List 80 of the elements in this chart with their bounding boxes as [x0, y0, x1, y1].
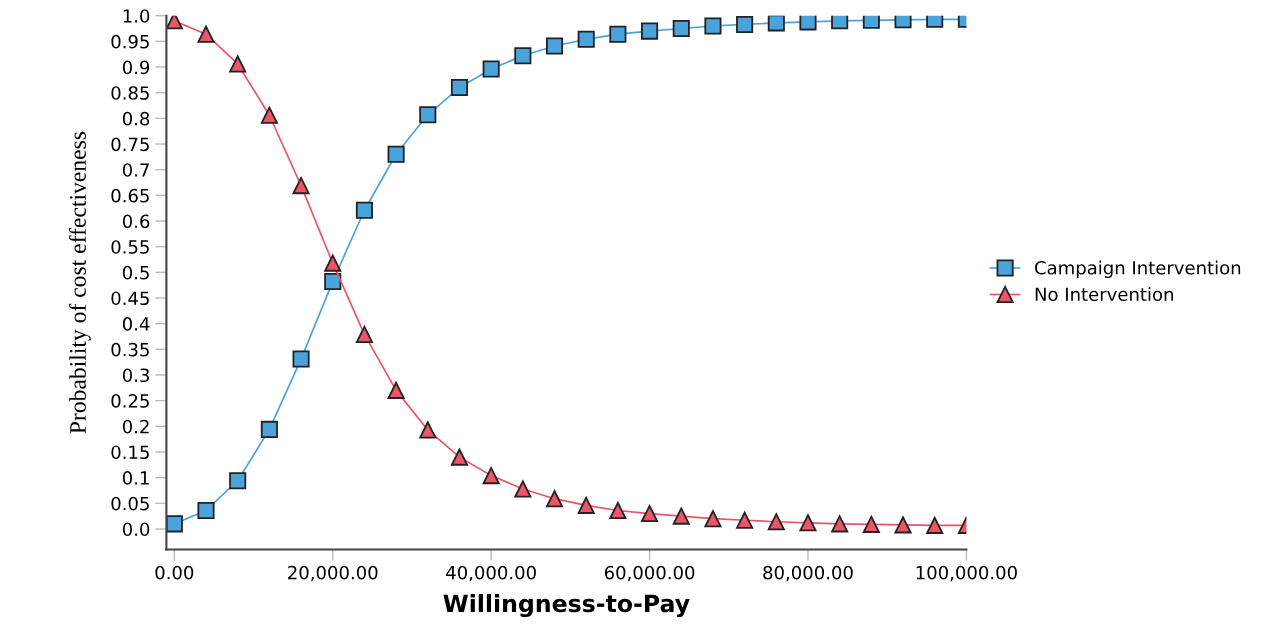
y-tick-label: 0.25: [111, 394, 149, 408]
x-tick-label: 60,000.00: [604, 565, 695, 582]
point: [641, 505, 659, 523]
x-tick-label: 20,000.00: [288, 565, 378, 582]
point: [831, 15, 849, 30]
point: [609, 501, 627, 520]
point: [862, 515, 880, 533]
y-tick-label: 0.05: [111, 496, 149, 511]
point: [831, 515, 849, 533]
point: [292, 177, 310, 195]
y-tick-label: 0.65: [111, 188, 149, 203]
point: [166, 515, 183, 533]
x-tick-label: 0.00: [155, 565, 194, 580]
point: [704, 510, 722, 528]
point: [482, 60, 500, 78]
x-tick-label: 100,000.00: [916, 565, 1017, 582]
point: [355, 201, 373, 219]
y-tick-label: 0.75: [111, 137, 149, 152]
point: [514, 480, 532, 498]
point: [767, 15, 785, 32]
x-tick-label: 40,000.00: [446, 565, 536, 582]
point: [229, 55, 247, 73]
y-tick-label: 0.15: [111, 445, 149, 460]
point: [387, 145, 405, 163]
point: [672, 507, 690, 525]
y-tick-label: 1.0: [123, 9, 150, 23]
y-tick-label: 0.2: [122, 419, 149, 434]
point: [355, 325, 373, 343]
point: [387, 381, 405, 399]
legend-label: No Intervention: [1035, 287, 1173, 302]
y-tick-label: 0.0: [122, 522, 150, 537]
point: [419, 106, 437, 124]
point: [419, 421, 437, 439]
point: [641, 22, 659, 40]
point: [450, 79, 469, 97]
y-tick-label: 0.6: [122, 214, 150, 229]
point: [292, 350, 310, 368]
point: [324, 273, 342, 291]
point: [450, 448, 469, 466]
point: [577, 496, 595, 514]
point: [545, 37, 564, 55]
point: [514, 47, 532, 65]
y-tick-label: 0.9: [122, 60, 150, 75]
point: [324, 254, 342, 272]
y-tick-label: 0.8: [122, 111, 150, 126]
y-tick-label: 0.35: [111, 342, 149, 357]
point: [166, 15, 183, 30]
x-axis-title: Willingness-to-Pay: [443, 594, 690, 618]
y-tick-label: 0.45: [111, 291, 149, 306]
point: [736, 15, 754, 33]
point: [926, 516, 944, 534]
point: [260, 106, 278, 124]
y-tick-label: 0.4: [122, 317, 150, 331]
point: [799, 15, 817, 31]
legend-label: Campaign Intervention: [1035, 260, 1241, 279]
point: [545, 490, 564, 508]
point: [894, 15, 912, 29]
point: [704, 17, 722, 35]
y-tick-label: 0.85: [111, 86, 149, 100]
point: [609, 25, 627, 43]
point: [482, 467, 500, 485]
point: [197, 501, 215, 520]
y-axis-title: Probability of cost effectiveness: [69, 131, 91, 434]
y-tick-label: 0.7: [122, 163, 149, 177]
point: [799, 514, 817, 532]
x-tick-label: 80,000.00: [763, 565, 853, 582]
y-tick-label: 0.95: [111, 34, 149, 49]
y-tick-label: 0.3: [122, 368, 149, 383]
point: [862, 15, 880, 29]
y-tick-label: 0.1: [122, 471, 149, 485]
point: [767, 513, 785, 531]
point: [894, 516, 912, 534]
point: [577, 30, 595, 48]
point: [736, 511, 754, 529]
y-tick-label: 0.55: [111, 240, 149, 254]
point: [672, 19, 690, 38]
point: [229, 472, 247, 490]
y-tick-label: 0.5: [122, 265, 149, 280]
point: [197, 25, 215, 43]
point: [260, 420, 278, 438]
